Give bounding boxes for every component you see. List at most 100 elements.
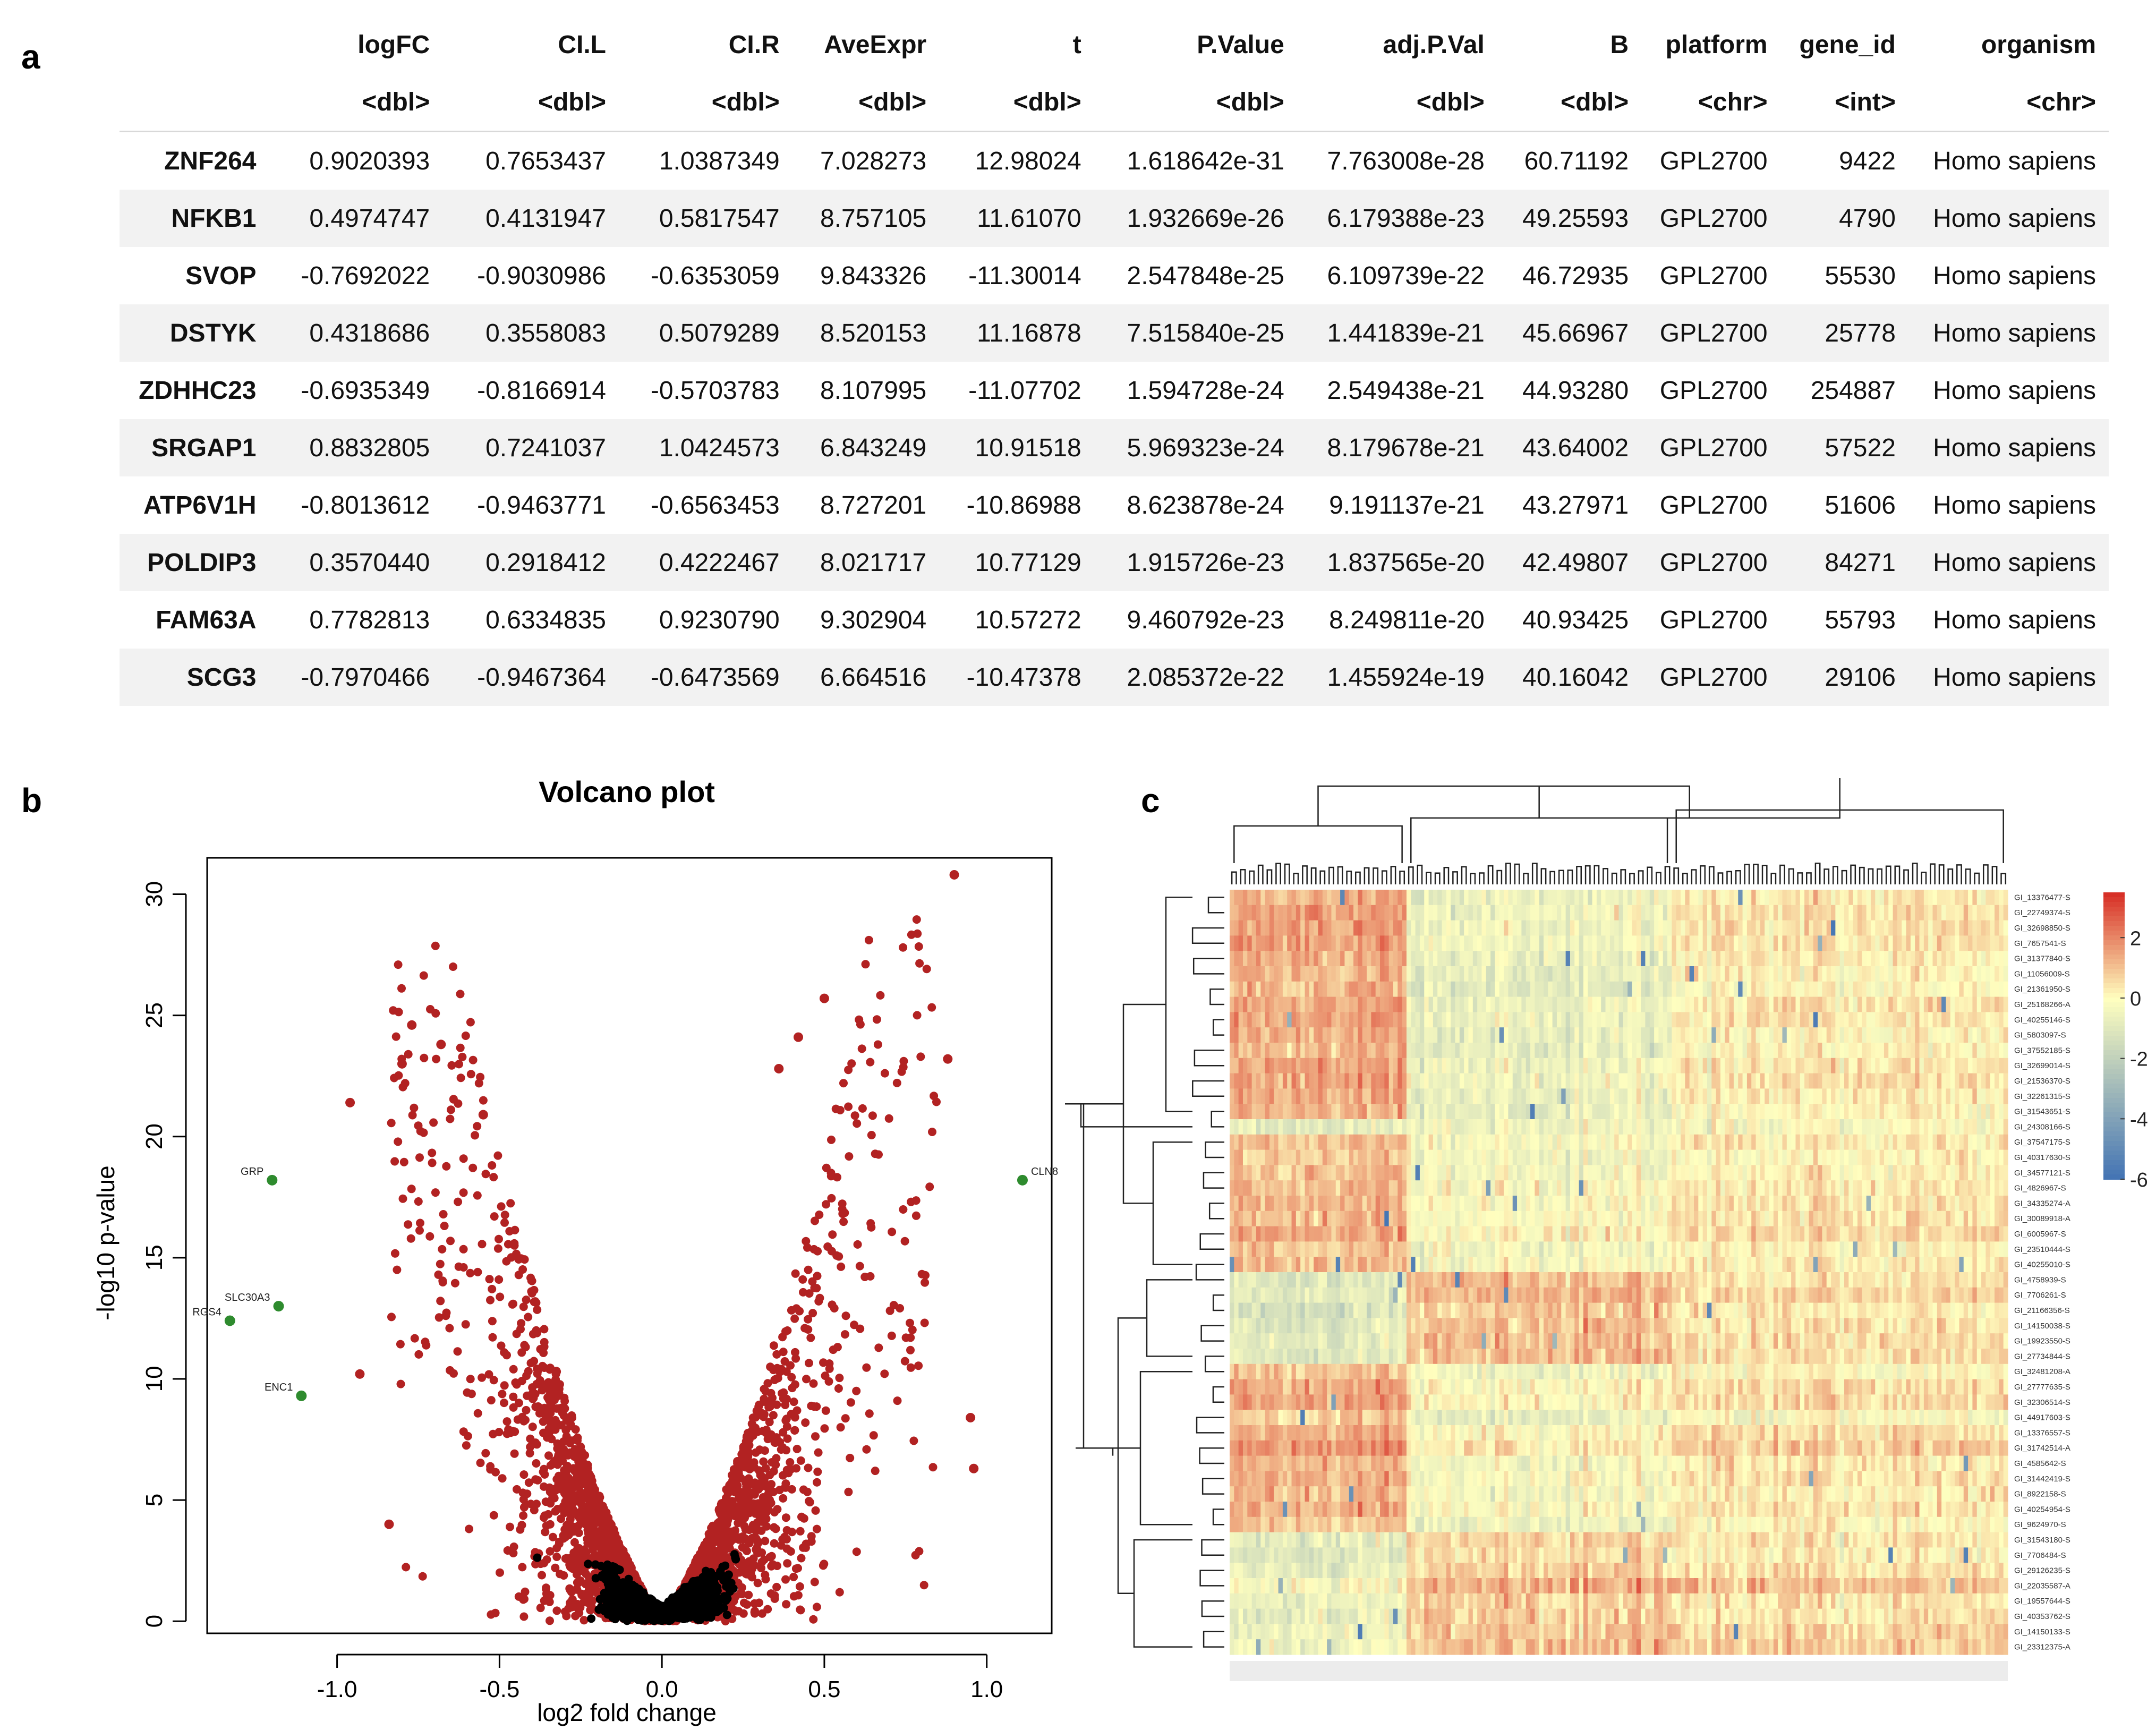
table-cell: 6.664516	[792, 649, 940, 706]
heatmap-cell	[1955, 1287, 1960, 1303]
heatmap-cell	[1296, 1012, 1301, 1028]
heatmap-cell	[1694, 1043, 1699, 1059]
heatmap-cell	[1932, 996, 1938, 1012]
heatmap-cell	[1862, 920, 1867, 936]
heatmap-cell	[1685, 1272, 1690, 1288]
heatmap-cell	[1344, 1257, 1350, 1273]
heatmap-cell	[1393, 1287, 1398, 1303]
heatmap-cell	[1459, 966, 1464, 982]
heatmap-cell	[1340, 1043, 1345, 1059]
heatmap-cell	[1548, 1226, 1553, 1242]
heatmap-cell	[1428, 1226, 1434, 1242]
heatmap-cell	[1809, 1165, 1814, 1181]
heatmap-cell	[1251, 1272, 1257, 1288]
heatmap-cell	[1716, 920, 1721, 936]
heatmap-cell	[1915, 1134, 1920, 1151]
heatmap-cell	[1645, 1241, 1650, 1257]
heatmap-cell	[1716, 966, 1721, 982]
heatmap-cell	[1411, 1119, 1416, 1135]
heatmap-cell	[1941, 1058, 1947, 1074]
heatmap-cell	[1437, 1088, 1443, 1104]
heatmap-cell	[1583, 920, 1588, 936]
heatmap-cell	[1822, 1257, 1827, 1273]
heatmap-cell	[1822, 890, 1827, 906]
heatmap-cell	[1424, 935, 1429, 951]
heatmap-cell	[1826, 920, 1831, 936]
table-cell: -0.9467364	[442, 649, 619, 706]
heatmap-cell	[1433, 1272, 1438, 1288]
heatmap-cell	[1879, 1226, 1885, 1242]
heatmap-cell	[1349, 1165, 1354, 1181]
heatmap-cell	[1839, 1272, 1845, 1288]
heatmap-cell	[1230, 1058, 1234, 1074]
heatmap-cell	[1893, 1165, 1898, 1181]
heatmap-cell	[1472, 1058, 1478, 1074]
heatmap-cell	[1746, 951, 1752, 967]
heatmap-cell	[1517, 1211, 1522, 1227]
heatmap-cell	[1388, 1257, 1394, 1273]
heatmap-cell	[1539, 1165, 1544, 1181]
heatmap-cell	[1884, 981, 1889, 998]
heatmap-cell	[1720, 1012, 1725, 1028]
heatmap-cell	[1963, 1104, 1968, 1120]
heatmap-cell	[1309, 1058, 1314, 1074]
heatmap-cell	[1906, 1165, 1911, 1181]
heatmap-cell	[1654, 1119, 1659, 1135]
heatmap-cell	[1968, 1272, 1973, 1288]
heatmap-cell	[1839, 1012, 1845, 1028]
heatmap-cell	[1251, 1241, 1257, 1257]
heatmap-cell	[1649, 905, 1655, 921]
heatmap-cell	[1375, 1058, 1380, 1074]
heatmap-cell	[1464, 1180, 1469, 1196]
heatmap-cell	[1795, 935, 1801, 951]
heatmap-cell	[1999, 1180, 2004, 1196]
heatmap-cell	[1976, 996, 1982, 1012]
heatmap-cell	[1287, 1088, 1292, 1104]
heatmap-cell	[1384, 1180, 1390, 1196]
heatmap-cell	[1884, 996, 1889, 1012]
heatmap-cell	[1733, 1012, 1739, 1028]
heatmap-cell	[1322, 1119, 1327, 1135]
heatmap-cell	[1265, 996, 1270, 1012]
heatmap-cell	[1658, 1211, 1664, 1227]
heatmap-cell	[1442, 1027, 1447, 1043]
heatmap-cell	[1455, 966, 1460, 982]
heatmap-cell	[1609, 1119, 1615, 1135]
heatmap-cell	[1985, 1241, 1991, 1257]
heatmap-cell	[1839, 1149, 1845, 1165]
heatmap-cell	[1773, 966, 1778, 982]
heatmap-cell	[1884, 905, 1889, 921]
heatmap-cell	[1941, 920, 1947, 936]
heatmap-cell	[1375, 1043, 1380, 1059]
heatmap-cell	[2003, 1257, 2008, 1273]
heatmap-cell	[1809, 890, 1814, 906]
heatmap-cell	[1809, 951, 1814, 967]
heatmap-cell	[1486, 966, 1491, 982]
heatmap-cell	[1238, 1073, 1243, 1089]
heatmap-cell	[1411, 1027, 1416, 1043]
heatmap-cell	[1707, 951, 1712, 967]
heatmap-cell	[2003, 1211, 2008, 1227]
heatmap-cell	[1685, 1012, 1690, 1028]
heatmap-cell	[1495, 1058, 1500, 1074]
heatmap-cell	[1481, 1073, 1487, 1089]
heatmap-cell	[1672, 1088, 1677, 1104]
heatmap-cell	[1579, 1226, 1584, 1242]
heatmap-cell	[1950, 1134, 1955, 1151]
heatmap-cell	[1331, 920, 1336, 936]
heatmap-cell	[1906, 1241, 1911, 1257]
heatmap-cell	[1818, 1241, 1822, 1257]
heatmap-cell	[1627, 1058, 1633, 1074]
heatmap-cell	[1853, 1104, 1858, 1120]
heatmap-cell	[1384, 1073, 1390, 1089]
heatmap-cell	[1963, 935, 1968, 951]
heatmap-cell	[1265, 1196, 1270, 1212]
heatmap-cell	[1999, 1027, 2004, 1043]
heatmap-cell	[1848, 1134, 1854, 1151]
heatmap-cell	[1773, 920, 1778, 936]
heatmap-cell	[1419, 1272, 1425, 1288]
heatmap-cell	[1946, 1211, 1951, 1227]
heatmap-cell	[1415, 1180, 1420, 1196]
heatmap-cell	[1831, 981, 1836, 998]
heatmap-cell	[1468, 1073, 1473, 1089]
